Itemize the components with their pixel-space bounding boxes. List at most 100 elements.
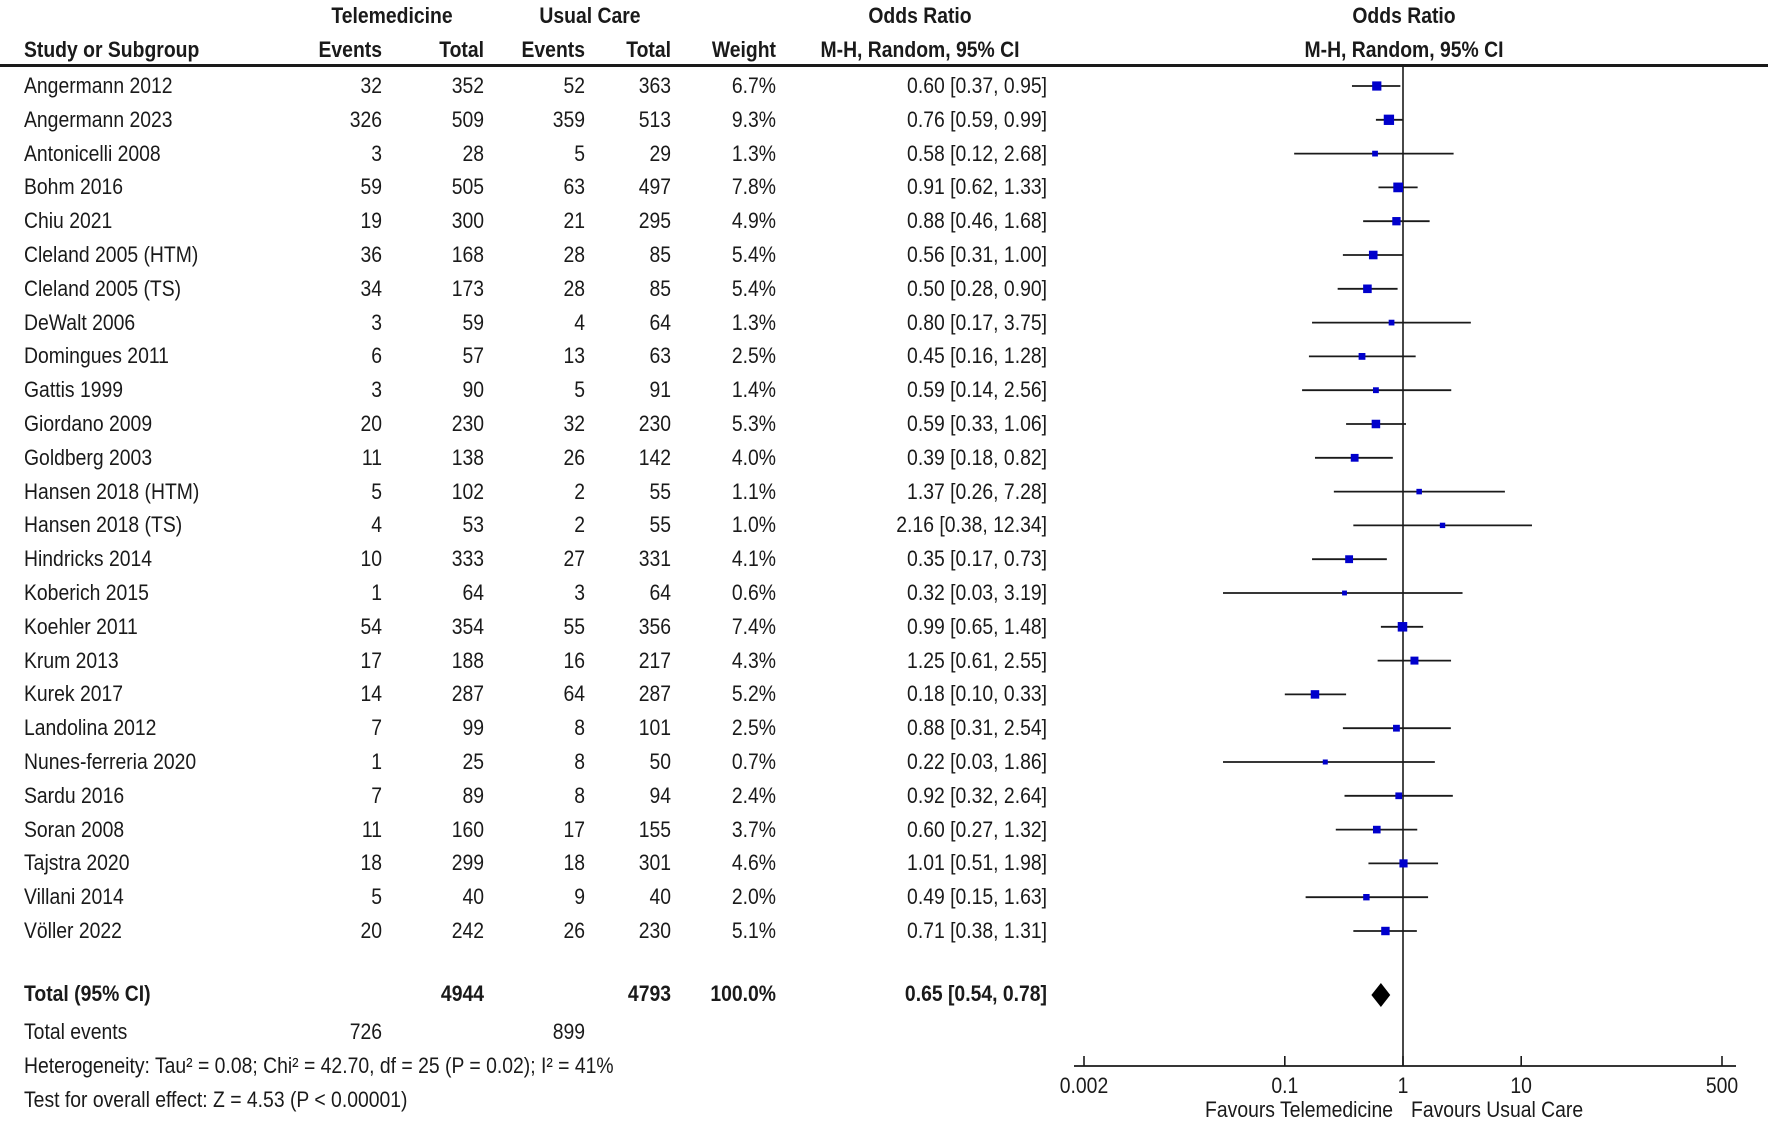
study-marker bbox=[1368, 250, 1378, 260]
events-usual-care: 13 bbox=[563, 343, 585, 369]
odds-ratio-ci: 0.56 [0.31, 1.00] bbox=[907, 242, 1047, 267]
events-telemedicine: 18 bbox=[360, 850, 382, 876]
total-telemedicine: 505 bbox=[451, 174, 484, 200]
total-usual-care: 64 bbox=[649, 309, 671, 335]
total-usual-care: 356 bbox=[638, 613, 671, 639]
total-usual-care: 85 bbox=[649, 275, 671, 301]
events-usual-care: 21 bbox=[563, 208, 585, 234]
weight: 4.0% bbox=[731, 444, 776, 470]
total-usual-care: 94 bbox=[649, 782, 671, 808]
study-name: Cleland 2005 (HTM) bbox=[24, 242, 199, 267]
total-usual-care: 301 bbox=[638, 850, 671, 876]
total-telemedicine: 352 bbox=[451, 73, 484, 98]
odds-ratio-ci: 2.16 [0.38, 12.34] bbox=[896, 512, 1047, 538]
events-telemedicine: 20 bbox=[360, 918, 382, 943]
odds-ratio-ci: 0.60 [0.37, 0.95] bbox=[907, 73, 1047, 98]
study-name: Cleland 2005 (TS) bbox=[24, 275, 182, 301]
weight: 5.4% bbox=[731, 275, 776, 301]
study-marker bbox=[1393, 724, 1400, 732]
study-marker bbox=[1399, 859, 1408, 868]
odds-ratio-ci: 0.99 [0.65, 1.48] bbox=[907, 613, 1047, 639]
study-marker bbox=[1372, 825, 1381, 834]
events-telemedicine: 3 bbox=[371, 309, 382, 335]
total-usual-care: 217 bbox=[638, 647, 671, 673]
study-marker bbox=[1372, 81, 1382, 91]
total-telemedicine: 299 bbox=[451, 850, 484, 876]
events-usual-care: 16 bbox=[563, 647, 585, 673]
weight: 5.3% bbox=[731, 411, 776, 436]
total-ci: 0.65 [0.54, 0.78] bbox=[904, 981, 1047, 1006]
study-marker bbox=[1372, 387, 1379, 394]
odds-ratio-ci: 0.32 [0.03, 3.19] bbox=[907, 580, 1047, 605]
total-usual-care: 101 bbox=[638, 715, 671, 741]
plot-header-method: M-H, Random, 95% CI bbox=[1304, 37, 1504, 62]
total-telemedicine: 90 bbox=[462, 377, 484, 403]
total-events-telemedicine: 726 bbox=[349, 1019, 382, 1044]
study-name: Angermann 2012 bbox=[24, 73, 173, 98]
weight: 1.4% bbox=[731, 377, 776, 403]
study-name: Sardu 2016 bbox=[24, 782, 125, 808]
events-usual-care: 64 bbox=[563, 681, 585, 707]
total-telemedicine: 138 bbox=[451, 444, 484, 470]
total-telemedicine: 188 bbox=[451, 647, 484, 673]
weight: 4.6% bbox=[731, 850, 776, 876]
events-telemedicine: 10 bbox=[360, 546, 382, 572]
events-telemedicine: 3 bbox=[371, 140, 382, 166]
study-name: Gattis 1999 bbox=[24, 377, 124, 403]
total-usual-care: 40 bbox=[649, 884, 671, 910]
study-marker bbox=[1410, 656, 1419, 665]
events-usual-care: 55 bbox=[563, 613, 585, 639]
total-usual-care: 331 bbox=[638, 546, 671, 572]
study-name: Antonicelli 2008 bbox=[24, 140, 161, 166]
favours-usual-care-label: Favours Usual Care bbox=[1411, 1098, 1583, 1122]
events-telemedicine: 54 bbox=[360, 613, 382, 639]
total-usual-care: 85 bbox=[649, 242, 671, 267]
total-events-label: Total events bbox=[24, 1019, 128, 1044]
group-header-telemedicine: Telemedicine bbox=[331, 3, 453, 28]
heterogeneity-text: Heterogeneity: Tau² = 0.08; Chi² = 42.70… bbox=[24, 1053, 614, 1078]
events-usual-care: 63 bbox=[563, 174, 585, 200]
study-marker bbox=[1397, 622, 1408, 632]
events-telemedicine: 11 bbox=[361, 444, 382, 470]
events-usual-care: 17 bbox=[563, 816, 585, 842]
col-header-total-telemedicine: Total bbox=[439, 37, 484, 62]
events-usual-care: 5 bbox=[574, 140, 585, 166]
total-usual-care: 497 bbox=[638, 174, 671, 200]
study-name: Hindricks 2014 bbox=[24, 546, 153, 572]
study-name: Krum 2013 bbox=[24, 647, 119, 673]
weight: 1.3% bbox=[731, 140, 776, 166]
study-marker bbox=[1363, 894, 1370, 901]
events-telemedicine: 36 bbox=[360, 242, 382, 267]
events-usual-care: 26 bbox=[563, 918, 585, 943]
study-marker bbox=[1372, 150, 1378, 157]
study-marker bbox=[1388, 319, 1395, 326]
study-name: Koberich 2015 bbox=[24, 580, 149, 605]
total-telemedicine: 509 bbox=[451, 106, 484, 132]
total-events-usual-care: 899 bbox=[552, 1019, 585, 1044]
study-marker bbox=[1393, 182, 1404, 193]
total-usual-care: 513 bbox=[638, 106, 671, 132]
weight: 0.7% bbox=[731, 749, 776, 774]
study-marker bbox=[1363, 284, 1372, 294]
events-telemedicine: 5 bbox=[371, 884, 382, 910]
events-usual-care: 26 bbox=[563, 444, 585, 470]
weight: 7.8% bbox=[731, 174, 776, 200]
study-marker bbox=[1392, 217, 1401, 226]
study-name: Nunes-ferreria 2020 bbox=[24, 749, 197, 774]
total-usual-care: 230 bbox=[638, 918, 671, 943]
col-header-events-usual-care: Events bbox=[521, 37, 585, 62]
total-telemedicine: 287 bbox=[451, 681, 484, 707]
x-tick-label: 0.1 bbox=[1271, 1074, 1298, 1098]
weight: 5.1% bbox=[731, 918, 776, 943]
col-header-study: Study or Subgroup bbox=[24, 37, 200, 62]
total-telemedicine: 59 bbox=[462, 309, 484, 335]
total-telemedicine: 53 bbox=[462, 512, 484, 538]
events-telemedicine: 14 bbox=[360, 681, 382, 707]
total-label: Total (95% CI) bbox=[24, 981, 151, 1006]
study-name: Domingues 2011 bbox=[24, 343, 169, 369]
events-usual-care: 18 bbox=[563, 850, 585, 876]
total-telemedicine: 64 bbox=[462, 580, 484, 605]
odds-ratio-ci: 0.91 [0.62, 1.33] bbox=[907, 174, 1047, 200]
events-usual-care: 28 bbox=[563, 242, 585, 267]
